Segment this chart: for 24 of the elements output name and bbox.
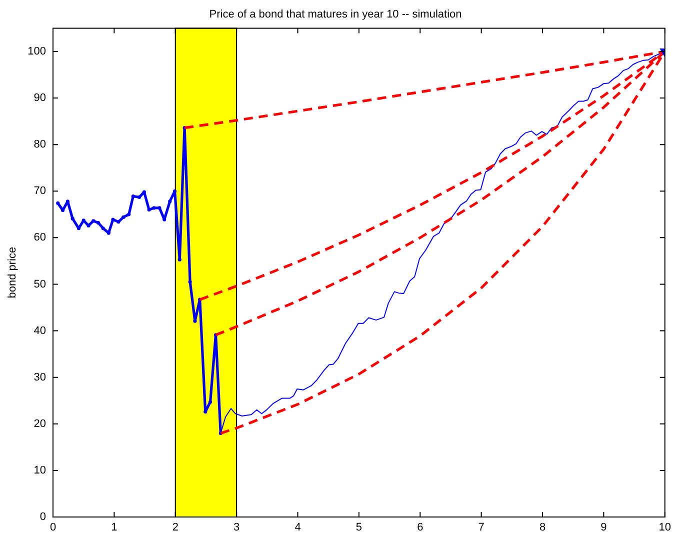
y-tick-label: 70 — [34, 185, 46, 198]
x-tick-label: 6 — [417, 522, 424, 534]
x-tick-label: 3 — [234, 522, 240, 534]
y-tick-label: 40 — [34, 324, 46, 337]
y-tick-label: 100 — [28, 46, 46, 58]
y-tick-label: 10 — [34, 464, 46, 476]
x-tick-label: 9 — [600, 522, 607, 534]
y-tick-label: 0 — [40, 511, 46, 524]
y-tick-label: 80 — [34, 138, 46, 151]
y-axis-title: bond price — [6, 246, 19, 298]
x-tick-label: 7 — [478, 522, 484, 534]
y-tick-label: 20 — [34, 418, 46, 430]
y-tick-label: 60 — [34, 232, 46, 244]
y-tick-label: 90 — [34, 92, 46, 104]
chart-title: Price of a bond that matures in year 10 -- simulation — [209, 8, 462, 21]
x-tick-label: 1 — [111, 522, 118, 534]
x-tick-label: 10 — [658, 522, 672, 534]
x-tick-label: 5 — [356, 522, 362, 534]
x-tick-label: 2 — [172, 522, 178, 534]
y-tick-label: 50 — [34, 278, 46, 290]
y-tick-label: 30 — [34, 371, 46, 384]
x-tick-label: 8 — [539, 522, 546, 534]
x-tick-label: 4 — [294, 522, 301, 534]
x-tick-label: 0 — [50, 522, 56, 534]
